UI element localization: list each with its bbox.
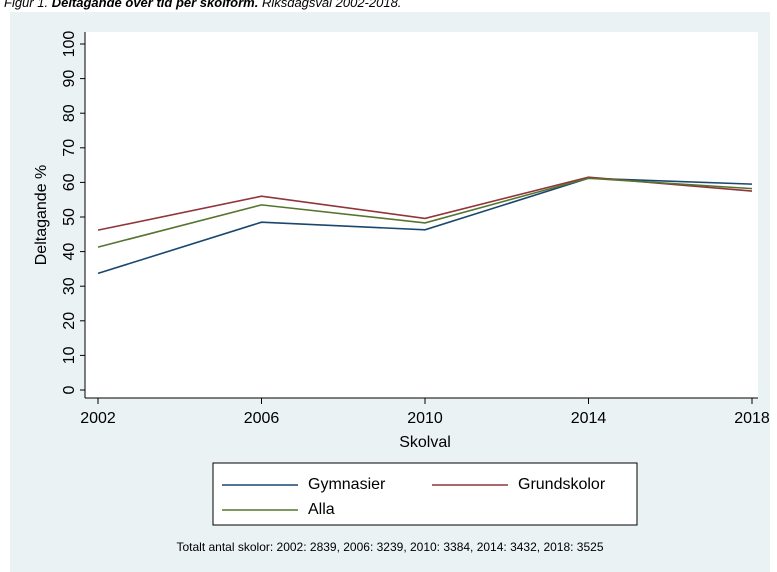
caption-subtitle: Riksdagsval 2002-2018. [262,0,401,10]
legend-label: Grundskolor [518,476,606,493]
y-tick-label: 10 [61,346,78,364]
legend-label: Alla [308,501,335,518]
y-tick-label: 80 [61,104,78,122]
y-tick-label: 50 [61,208,78,226]
plot-area [85,32,758,398]
y-axis-label: Deltagande % [33,165,50,266]
y-tick-label: 70 [61,139,78,157]
legend [212,462,638,526]
x-tick-label: 2006 [244,410,280,427]
caption: Figur 1. Deltagande över tid per skolfor… [4,0,401,10]
series-line [97,177,753,248]
x-tick-label: 2018 [734,410,770,427]
y-tick-label: 20 [61,312,78,330]
x-axis-label: Skolval [399,434,451,451]
x-tick-label: 2014 [571,410,607,427]
caption-label: Figur 1. [4,0,48,10]
y-tick-label: 60 [61,173,78,191]
series-line [97,177,753,275]
y-tick-label: 90 [61,70,78,88]
x-tick-label: 2002 [80,410,116,427]
caption-title: Deltagande över tid per skolform. [52,0,259,10]
y-tick-label: 100 [61,31,78,58]
legend-label: Gymnasier [308,476,386,493]
note: Totalt antal skolor: 2002: 2839, 2006: 3… [176,540,603,554]
y-tick-label: 30 [61,277,78,295]
y-tick-label: 0 [61,385,78,394]
x-tick-label: 2010 [407,410,443,427]
y-tick-label: 40 [61,243,78,261]
